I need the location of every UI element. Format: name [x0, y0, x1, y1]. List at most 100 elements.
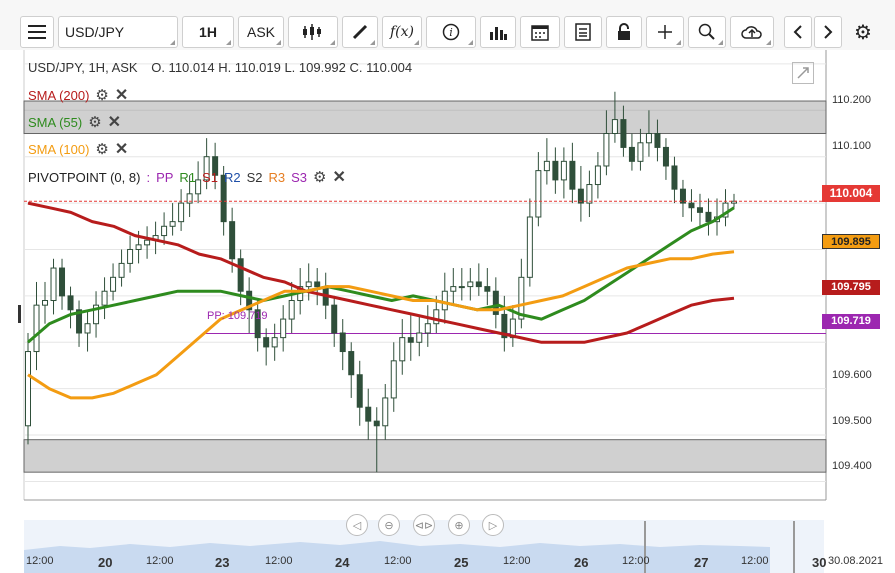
candle-body — [382, 397, 389, 427]
x-tick: 12:00 — [741, 555, 769, 567]
candle-body — [212, 156, 219, 176]
candlestick-icon — [303, 24, 321, 40]
crosshair-handle[interactable] — [18, 305, 21, 323]
gear-icon[interactable]: ⚙ — [88, 114, 102, 131]
hamburger-icon — [28, 25, 46, 39]
candle-body — [450, 286, 457, 292]
timeframe-selector[interactable]: 1H — [182, 16, 234, 48]
draw-tool-button[interactable] — [342, 16, 378, 48]
chart-svg[interactable] — [0, 50, 895, 573]
candle-body — [569, 160, 576, 190]
sma200-price-tag: 109.795 — [822, 280, 880, 295]
candle-body — [365, 406, 372, 422]
gear-icon[interactable]: ⚙ — [95, 141, 109, 158]
zoom-button[interactable] — [688, 16, 726, 48]
candle-body — [118, 262, 125, 278]
candle-body — [458, 286, 465, 289]
candle-body — [280, 318, 287, 339]
symbol-selector[interactable]: USD/JPY — [58, 16, 178, 48]
scroll-left-button[interactable] — [784, 16, 812, 48]
candle-body — [76, 309, 83, 334]
timeframe-label: 1H — [199, 24, 217, 40]
bar-chart-icon — [490, 27, 507, 40]
zoom-in-button[interactable]: ⊕ — [448, 514, 470, 536]
pivot-level-s1: S1 — [202, 169, 218, 185]
sma-line — [27, 250, 735, 400]
close-icon[interactable]: ✕ — [332, 169, 346, 186]
close-icon[interactable]: ✕ — [107, 114, 122, 131]
candle-body — [195, 179, 202, 195]
candle-body — [25, 351, 31, 427]
expand-button[interactable] — [792, 62, 814, 84]
chevron-left-icon — [793, 25, 802, 39]
settings-button[interactable]: ⚙ — [848, 16, 878, 48]
close-icon[interactable]: ✕ — [114, 87, 129, 104]
info-button[interactable]: i — [426, 16, 476, 48]
pivot-level-s2: S2 — [246, 169, 263, 185]
candle-body — [110, 276, 117, 292]
gear-icon[interactable]: ⚙ — [313, 169, 327, 186]
candle-body — [67, 295, 74, 311]
candle-body — [399, 337, 406, 362]
indicator-sma100[interactable]: SMA (100) ⚙ ✕ — [28, 139, 128, 159]
lock-icon — [618, 23, 630, 40]
candle-body — [543, 160, 550, 172]
indicator-sma55[interactable]: SMA (55) ⚙ ✕ — [28, 112, 121, 132]
pivot-level-r2: R2 — [223, 169, 241, 185]
upload-button[interactable] — [730, 16, 774, 48]
price-type-selector[interactable]: ASK — [238, 16, 284, 48]
indicator-pivot[interactable]: PIVOTPOINT (0, 8) : PP R1 S1 R2 S2 R3 S3… — [28, 167, 346, 187]
template-button[interactable] — [564, 16, 602, 48]
candle-body — [705, 211, 712, 223]
navigator-handle-left[interactable] — [644, 521, 646, 573]
cloud-upload-icon — [741, 26, 762, 39]
chart-area[interactable]: USD/JPY, 1H, ASK O. 110.014 H. 110.019 L… — [0, 50, 895, 573]
menu-button[interactable] — [20, 16, 54, 48]
x-tick: 12:00 — [26, 555, 54, 567]
scroll-right-button[interactable] — [814, 16, 842, 48]
zoom-out-button[interactable]: ⊖ — [378, 514, 400, 536]
navigator-handle-right[interactable] — [793, 521, 795, 573]
indicator-label: SMA (55) — [28, 114, 83, 130]
calendar-icon — [531, 25, 549, 41]
candle-body — [161, 225, 168, 237]
candle-body — [679, 188, 686, 204]
indicator-label: SMA (100) — [28, 141, 90, 157]
indicator-sma200[interactable]: SMA (200) ⚙ ✕ — [28, 85, 128, 105]
pp-line-label: PP: 109.719 — [207, 310, 268, 322]
chart-type-button[interactable] — [288, 16, 338, 48]
crosshair-button[interactable] — [646, 16, 684, 48]
candle-body — [59, 267, 66, 297]
close-icon[interactable]: ✕ — [114, 141, 129, 158]
candle-body — [424, 323, 431, 334]
gear-icon[interactable]: ⚙ — [95, 87, 109, 104]
candle-body — [356, 374, 363, 408]
resistance-zone — [23, 100, 827, 135]
candle-body — [169, 221, 176, 227]
nav-forward-button[interactable]: ▷ — [482, 514, 504, 536]
x-tick: 12:00 — [146, 555, 174, 567]
candle-body — [484, 286, 491, 292]
sma-line — [27, 201, 735, 344]
candle-body — [42, 300, 49, 306]
sma-line — [27, 206, 735, 344]
candle-body — [93, 304, 100, 325]
pivot-level-pp: PP — [156, 169, 174, 185]
candle-body — [314, 281, 321, 288]
candle-body — [203, 156, 210, 181]
symbol-label: USD/JPY — [65, 24, 125, 40]
y-tick: 110.100 — [832, 140, 871, 152]
y-tick: 109.600 — [832, 369, 872, 381]
candle-body — [526, 216, 533, 278]
reset-view-button[interactable]: ⊲⊳ — [413, 514, 435, 536]
volume-button[interactable] — [480, 16, 516, 48]
triangle-left-icon: ◁ — [352, 520, 362, 532]
y-tick: 109.500 — [832, 415, 872, 427]
nav-back-button[interactable]: ◁ — [346, 514, 368, 536]
y-tick: 110.200 — [832, 94, 871, 106]
calendar-button[interactable] — [520, 16, 560, 48]
lock-button[interactable] — [606, 16, 642, 48]
indicators-button[interactable]: f(x) — [382, 16, 422, 48]
candle-body — [50, 267, 57, 302]
candle-body — [475, 281, 482, 288]
